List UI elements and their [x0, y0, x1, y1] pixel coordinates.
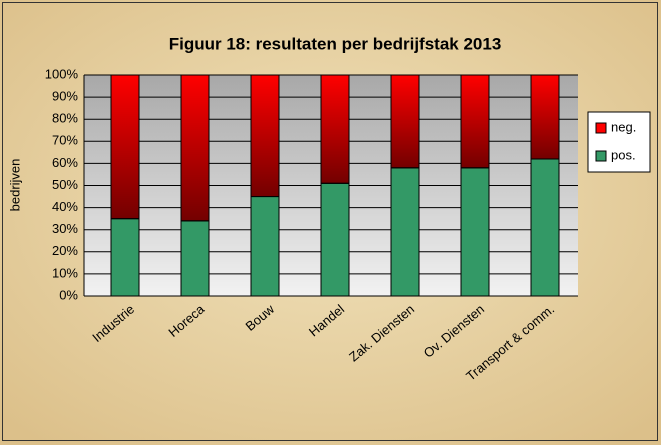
bar	[110, 218, 140, 297]
y-tick-label: 10%	[52, 265, 78, 280]
bar	[460, 167, 490, 297]
bar	[530, 158, 560, 297]
y-tick-label: 40%	[52, 199, 78, 214]
y-tick-label: 60%	[52, 155, 78, 170]
bar	[180, 220, 210, 297]
bar-shade	[180, 74, 210, 222]
legend-swatch	[595, 122, 607, 134]
legend-label: neg.	[611, 119, 636, 134]
y-axis-label: bedrijven	[7, 159, 22, 212]
bar-shade	[110, 74, 140, 220]
bar	[320, 182, 350, 297]
bar-shade	[250, 74, 280, 198]
bar-shade	[320, 74, 350, 184]
legend-swatch	[595, 150, 607, 162]
y-tick-label: 90%	[52, 89, 78, 104]
bar-shade	[530, 74, 560, 160]
y-tick-label: 70%	[52, 133, 78, 148]
y-tick-label: 30%	[52, 221, 78, 236]
chart-title: Figuur 18: resultaten per bedrijfstak 20…	[169, 34, 502, 53]
y-tick-label: 20%	[52, 243, 78, 258]
y-tick-label: 100%	[45, 66, 79, 81]
y-tick-label: 50%	[52, 177, 78, 192]
y-tick-label: 0%	[59, 287, 78, 302]
bar	[390, 167, 420, 297]
y-tick-label: 80%	[52, 111, 78, 126]
bar-shade	[460, 74, 490, 169]
legend-box	[587, 111, 651, 173]
bar-shade	[390, 74, 420, 169]
bar	[250, 196, 280, 297]
chart-border	[2, 2, 658, 441]
legend-label: pos.	[611, 147, 636, 162]
